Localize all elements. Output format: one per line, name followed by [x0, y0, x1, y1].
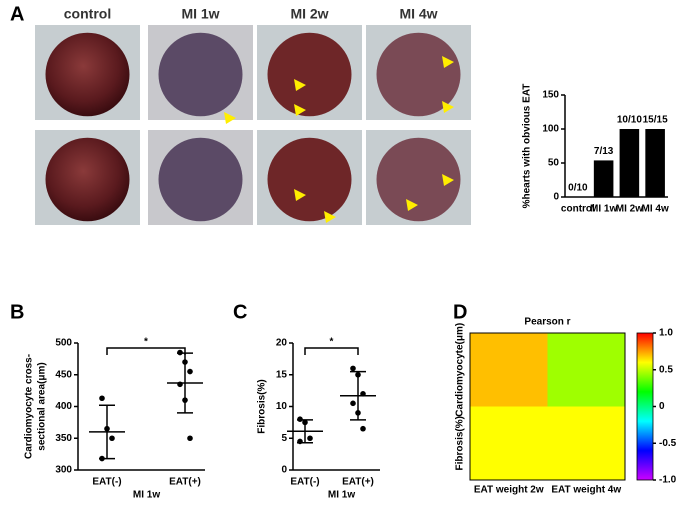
heatmap-cell	[547, 406, 625, 480]
heatmap-cell	[470, 333, 548, 407]
y-tick-label: 50	[548, 158, 560, 169]
y-tick-label: 100	[542, 124, 559, 135]
panel-label: A	[10, 3, 24, 25]
arrowhead	[294, 189, 306, 201]
y-tick-label: 10	[276, 401, 288, 412]
photo-column-label: MI 4w	[399, 6, 437, 22]
arrowhead	[406, 199, 418, 211]
value-label: 10/10	[617, 115, 642, 126]
colorbar-tick-label: -1.0	[659, 475, 677, 486]
x-tick-label: EAT weight 2w	[474, 485, 544, 496]
heart	[45, 137, 130, 222]
heart	[158, 137, 243, 222]
y-tick-label: 350	[55, 433, 72, 444]
x-tick-label: EAT(-)	[290, 477, 319, 488]
significance: *	[144, 337, 148, 348]
y-tick-label: 20	[276, 338, 288, 349]
arrowhead	[294, 79, 306, 91]
heart	[158, 32, 243, 117]
bar	[593, 160, 614, 197]
arrowhead	[442, 56, 454, 68]
value-label: 7/13	[594, 146, 614, 157]
data-point	[187, 435, 193, 442]
heatmap-title: Pearson r	[524, 317, 570, 328]
heart	[376, 137, 461, 222]
panel-label: D	[453, 301, 467, 323]
error-bar	[350, 370, 366, 421]
y-axis-label: Fibrosis(%)	[257, 379, 268, 433]
bar	[645, 129, 665, 197]
panel-label: B	[10, 301, 24, 323]
y-tick-label: Fibrosis(%)	[455, 416, 466, 470]
y-tick-label: 300	[55, 465, 72, 476]
value-label: 0/10	[568, 183, 588, 194]
heatmap-cell	[470, 406, 548, 480]
y-tick-label: 150	[542, 90, 559, 101]
bar	[619, 129, 640, 197]
arrowhead	[294, 104, 306, 116]
x-tick-label: MI 1w	[590, 204, 617, 215]
photo-column-label: control	[64, 6, 111, 22]
value-label: 15/15	[643, 115, 668, 126]
x-tick-label: EAT(-)	[92, 477, 121, 488]
x-tick-label: control	[561, 204, 595, 215]
data-point	[99, 395, 105, 402]
y-tick-label: 450	[55, 369, 72, 380]
data-point	[350, 365, 356, 372]
data-point	[307, 435, 313, 442]
x-tick-label: MI 4w	[642, 204, 669, 215]
x-tick-label: EAT weight 4w	[551, 485, 621, 496]
colorbar-tick-label: 0	[659, 401, 665, 412]
y-tick-label: 0	[553, 192, 559, 203]
y-tick-label: 15	[276, 369, 288, 380]
y-axis-label: sectional area(μm)	[37, 362, 48, 450]
error-bar	[297, 419, 313, 444]
arrowhead	[324, 211, 336, 223]
y-tick-label: Cardiomyocyte(μm)	[455, 323, 466, 417]
heart	[376, 32, 461, 117]
y-axis-label: %hearts with obvious EAT	[522, 84, 533, 209]
panel-label: C	[233, 301, 247, 323]
colorbar	[636, 332, 654, 481]
data-point	[360, 425, 366, 432]
heart	[267, 32, 352, 117]
x-tick-label: EAT(+)	[169, 477, 201, 488]
arrowhead	[442, 174, 454, 186]
x-tick-label: EAT(+)	[342, 477, 374, 488]
significance-bracket	[304, 347, 359, 355]
colorbar-tick-label: 1.0	[659, 328, 673, 339]
y-axis-label: Cardiomyocyte cross-	[24, 354, 35, 459]
y-tick-label: 0	[281, 465, 287, 476]
heatmap-cell	[547, 333, 625, 407]
photo-column-label: MI 1w	[181, 6, 219, 22]
x-axis-label: MI 1w	[133, 490, 160, 501]
significance: *	[330, 337, 334, 348]
heart	[45, 32, 130, 117]
data-point	[187, 368, 193, 375]
y-tick-label: 500	[55, 338, 72, 349]
y-tick-label: 5	[281, 433, 287, 444]
heart	[267, 137, 352, 222]
arrowhead	[224, 112, 236, 124]
data-point	[109, 435, 115, 442]
error-bar	[99, 404, 115, 460]
photo-column-label: MI 2w	[290, 6, 328, 22]
colorbar-tick-label: -0.5	[659, 438, 677, 449]
colorbar-tick-label: 0.5	[659, 364, 673, 375]
x-tick-label: MI 2w	[616, 204, 643, 215]
x-axis-label: MI 1w	[328, 490, 355, 501]
heatmap-frame	[469, 332, 626, 481]
arrowhead	[442, 101, 454, 113]
y-tick-label: 400	[55, 401, 72, 412]
data-point	[350, 400, 356, 407]
significance-bracket	[106, 347, 186, 355]
